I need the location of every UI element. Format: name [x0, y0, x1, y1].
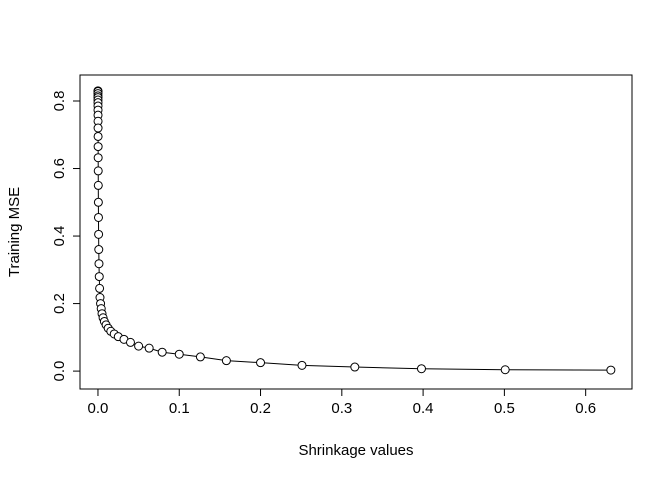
x-tick-label: 0.1 — [169, 400, 190, 417]
data-point — [93, 212, 103, 222]
x-tick-label: 0.4 — [413, 400, 434, 417]
data-point — [416, 364, 426, 374]
series-line — [97, 90, 611, 371]
data-point — [94, 259, 104, 269]
y-tick-label: 0.8 — [51, 91, 68, 112]
data-point — [94, 229, 104, 239]
x-tick-label: 0.5 — [494, 400, 515, 417]
data-point — [256, 358, 266, 368]
x-tick-label: 0.2 — [250, 400, 271, 417]
data-point — [93, 166, 103, 176]
y-tick-label: 0.4 — [51, 226, 68, 247]
data-point — [125, 337, 135, 347]
data-point — [500, 365, 510, 375]
data-point — [93, 142, 103, 152]
y-tick-label: 0.6 — [51, 158, 68, 179]
data-point — [93, 180, 103, 190]
data-point — [157, 347, 167, 357]
x-tick-label: 0.0 — [88, 400, 109, 417]
data-point — [93, 153, 103, 163]
x-axis-label: Shrinkage values — [298, 442, 413, 459]
data-point — [93, 197, 103, 207]
data-point — [95, 283, 105, 293]
data-point — [93, 123, 103, 133]
x-tick-label: 0.6 — [575, 400, 596, 417]
data-point — [297, 360, 307, 370]
x-tick-label: 0.3 — [331, 400, 352, 417]
data-point — [174, 349, 184, 359]
plot-box — [79, 74, 633, 390]
data-point — [134, 341, 144, 351]
y-tick-label: 0.0 — [51, 361, 68, 382]
y-tick-label: 0.2 — [51, 293, 68, 314]
data-point — [94, 272, 104, 282]
data-point — [606, 365, 616, 375]
data-point — [144, 343, 154, 353]
data-point — [221, 356, 231, 366]
data-point — [93, 131, 103, 141]
data-point — [195, 352, 205, 362]
data-point — [94, 245, 104, 255]
data-point — [350, 362, 360, 372]
y-axis-label: Training MSE — [6, 187, 23, 277]
